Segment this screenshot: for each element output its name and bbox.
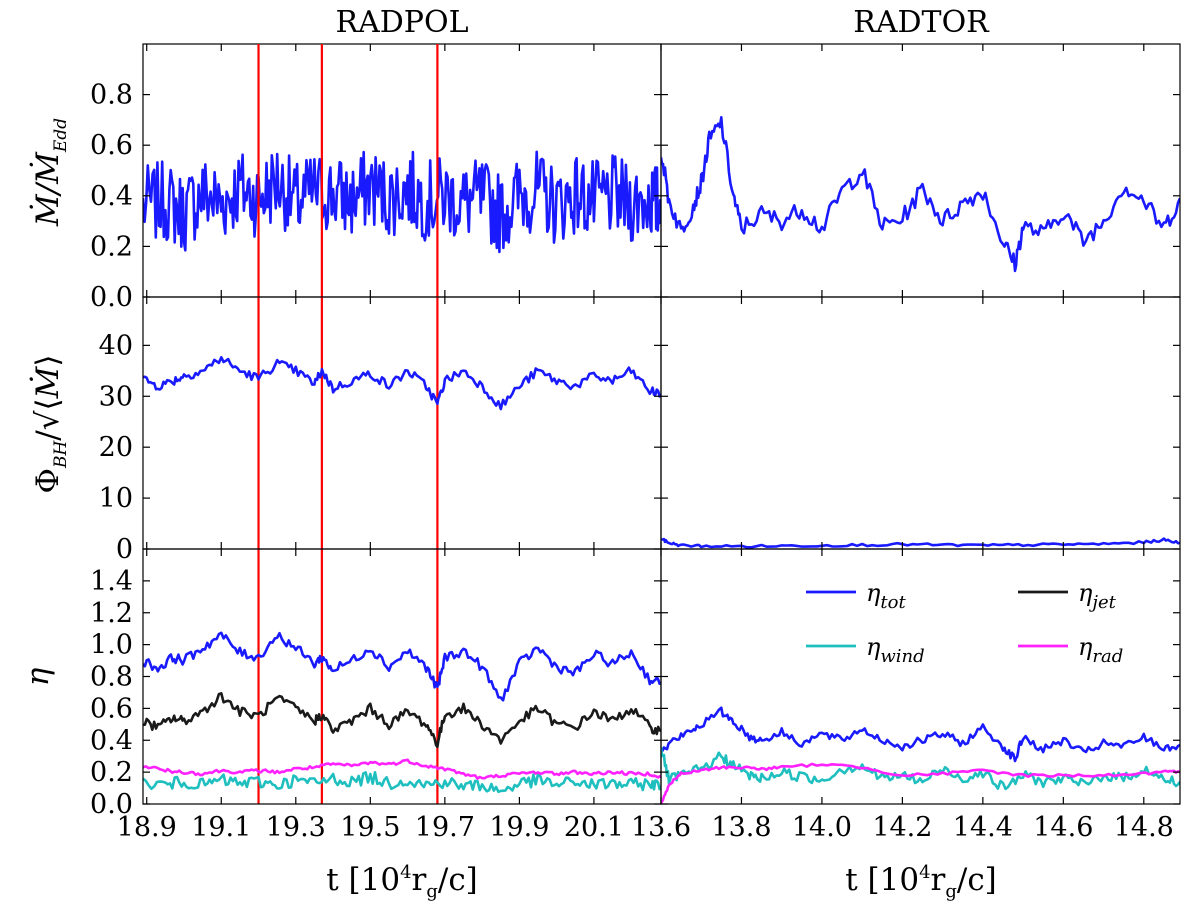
x-tick-label: 13.6: [631, 812, 691, 843]
y-tick-label: 10: [99, 483, 133, 514]
svg-text:Ṁ/ṀEdd: Ṁ/ṀEdd: [28, 118, 71, 227]
panel-1: [660, 43, 1181, 298]
series-group: [661, 706, 1180, 804]
y-tick-label: 0.4: [90, 725, 133, 756]
column-title-radpol: RADPOL: [335, 5, 468, 40]
series-line-rad: [143, 758, 661, 780]
y-tick-label: 0.8: [90, 80, 133, 111]
x-tick-label: 14.0: [792, 812, 852, 843]
y-tick-label: 0.2: [90, 231, 133, 262]
xlabel-radtor: t [104rg/c]: [845, 862, 997, 902]
y-tick-label: 1.0: [90, 630, 133, 661]
xlabel-radpol: t [104rg/c]: [326, 862, 478, 902]
series-line-rad: [661, 762, 1180, 804]
panel-5: 13.6 13.8 14.0 14.2 14.4 14.6 14.8 ηtot ηjet ηwin…: [631, 548, 1181, 843]
series-line-wind: [143, 771, 661, 794]
series-line-tot: [661, 706, 1180, 763]
series-line-jet: [143, 692, 661, 749]
x-tick-label: 19.3: [266, 812, 326, 843]
svg-text:η: η: [20, 667, 56, 686]
y-tick-label: 0.8: [90, 662, 133, 693]
panel-4: 0.00.20.40.60.81.01.21.4 18.9 19.1 19.3 19.5…: [90, 548, 662, 843]
x-tick-label: 14.6: [1033, 812, 1093, 843]
panel-0: 0.0 0.2 0.4 0.6 0.8: [90, 43, 662, 313]
y-tick-label: 0.6: [90, 130, 133, 161]
panel-2: 0 10 20 30 40: [99, 296, 662, 565]
y-tick-label: 1.4: [90, 566, 133, 597]
y-tick-label: 0.2: [90, 757, 133, 788]
series-line-mdot: [143, 356, 661, 411]
series-group: [143, 356, 661, 411]
series-line-tot: [143, 631, 661, 702]
series-group: [661, 116, 1180, 273]
legend-label: ηrad: [1078, 633, 1123, 667]
x-tick-label: 14.4: [953, 812, 1013, 843]
x-tick-label: 19.7: [415, 812, 475, 843]
y-tick-label: 0.0: [90, 282, 133, 313]
series-group: [143, 631, 661, 794]
series-line-mdot: [661, 537, 1180, 549]
panel-frame: [142, 548, 662, 805]
panel-frame: [660, 296, 1181, 550]
x-tick-label: 19.5: [340, 812, 400, 843]
legend-label: ηwind: [866, 633, 925, 667]
column-title-radtor: RADTOR: [853, 5, 990, 40]
x-tick-label: 18.9: [117, 812, 177, 843]
y-tick-label: 0.0: [90, 789, 133, 820]
series-line-mdot: [661, 116, 1180, 273]
series-group: [143, 150, 661, 254]
y-tick-label: 20: [99, 432, 133, 463]
ylabel-phi: ΦBH/√⟨Ṁ⟩: [28, 355, 71, 494]
y-tick-label: 30: [99, 381, 133, 412]
panels: 0.00.20.40.60.80102030400.00.20.40.60.81…: [90, 43, 1181, 843]
y-tick-label: 0.6: [90, 693, 133, 724]
x-tick-label: 19.9: [489, 812, 549, 843]
ylabel-mdot: Ṁ/ṀEdd: [28, 118, 71, 227]
ylabel-eta: η: [20, 667, 56, 686]
x-tick-label: 14.2: [872, 812, 932, 843]
legend-label: ηtot: [866, 579, 906, 613]
panel-3: [660, 296, 1181, 550]
x-tick-label: 19.1: [191, 812, 251, 843]
y-tick-label: 0: [116, 534, 133, 565]
series-group: [661, 537, 1180, 549]
panel-frame: [142, 296, 662, 550]
x-tick-label: 14.8: [1114, 812, 1174, 843]
x-tick-label: 20.1: [564, 812, 624, 843]
y-tick-label: 1.2: [90, 598, 133, 629]
y-tick-label: 40: [99, 330, 133, 361]
svg-text:ΦBH/√⟨Ṁ⟩: ΦBH/√⟨Ṁ⟩: [28, 355, 71, 494]
series-line-mdot: [143, 150, 661, 254]
y-tick-label: 0.4: [90, 181, 133, 212]
legend-label: ηjet: [1078, 579, 1117, 613]
legend: ηtot ηjet ηwind ηrad: [806, 579, 1123, 667]
x-tick-label: 13.8: [711, 812, 771, 843]
panel-frame: [660, 43, 1181, 298]
